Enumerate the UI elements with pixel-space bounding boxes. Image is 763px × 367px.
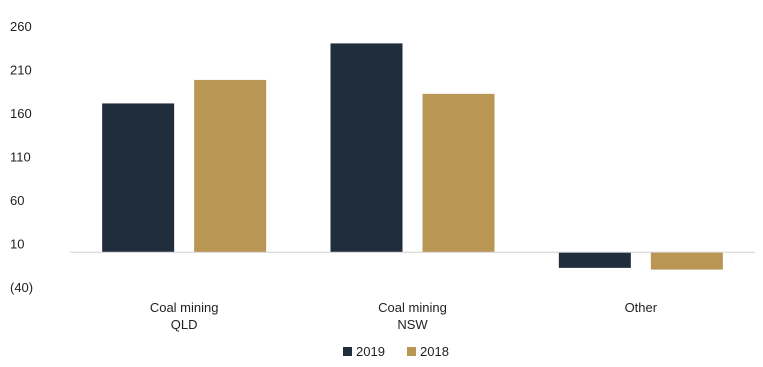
y-tick-label: 260	[10, 19, 32, 34]
legend-swatch-2019	[343, 347, 352, 356]
y-tick-label: 110	[10, 150, 31, 165]
bar-2018-0	[194, 79, 267, 253]
legend: 2019 2018	[343, 344, 449, 359]
category-label: Coal mining	[150, 300, 219, 315]
bar-2018-1	[422, 93, 495, 253]
bar-2018-2	[650, 252, 723, 270]
category-label: Other	[625, 300, 658, 315]
legend-label: 2019	[356, 344, 385, 359]
y-tick-label: 160	[10, 106, 32, 121]
bar-2019-2	[558, 252, 631, 268]
y-tick-label: 210	[10, 63, 32, 78]
y-axis: 260 210 160 110 60 10 (40)	[10, 19, 33, 295]
category-label: QLD	[171, 317, 198, 332]
y-tick-label: 60	[10, 193, 24, 208]
bar-2019-0	[102, 103, 175, 253]
legend-swatch-2018	[407, 347, 416, 356]
bar-2019-1	[330, 43, 403, 253]
x-axis: Coal mining QLD Coal mining NSW Other	[150, 300, 658, 332]
legend-label: 2018	[420, 344, 449, 359]
bars	[102, 43, 723, 270]
y-tick-label: 10	[10, 237, 24, 252]
y-tick-label: (40)	[10, 280, 33, 295]
category-label: NSW	[397, 317, 428, 332]
category-label: Coal mining	[378, 300, 447, 315]
